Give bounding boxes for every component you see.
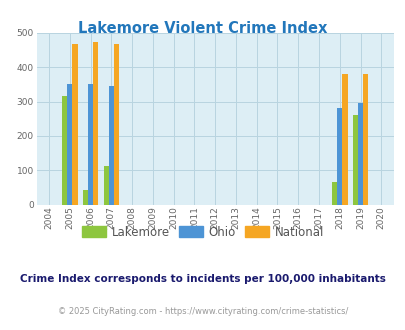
Legend: Lakemore, Ohio, National: Lakemore, Ohio, National [77, 221, 328, 243]
Bar [93, 42, 98, 205]
Text: Lakemore Violent Crime Index: Lakemore Violent Crime Index [78, 21, 327, 36]
Bar [114, 44, 119, 205]
Bar [337, 108, 341, 205]
Bar [83, 190, 88, 205]
Bar [103, 166, 109, 205]
Bar [362, 74, 367, 205]
Bar [352, 115, 357, 205]
Bar [67, 84, 72, 205]
Bar [88, 84, 93, 205]
Bar [357, 103, 362, 205]
Text: Crime Index corresponds to incidents per 100,000 inhabitants: Crime Index corresponds to incidents per… [20, 274, 385, 284]
Bar [62, 96, 67, 205]
Bar [331, 182, 337, 205]
Bar [72, 44, 77, 205]
Text: © 2025 CityRating.com - https://www.cityrating.com/crime-statistics/: © 2025 CityRating.com - https://www.city… [58, 307, 347, 316]
Bar [109, 85, 114, 205]
Bar [341, 74, 347, 205]
